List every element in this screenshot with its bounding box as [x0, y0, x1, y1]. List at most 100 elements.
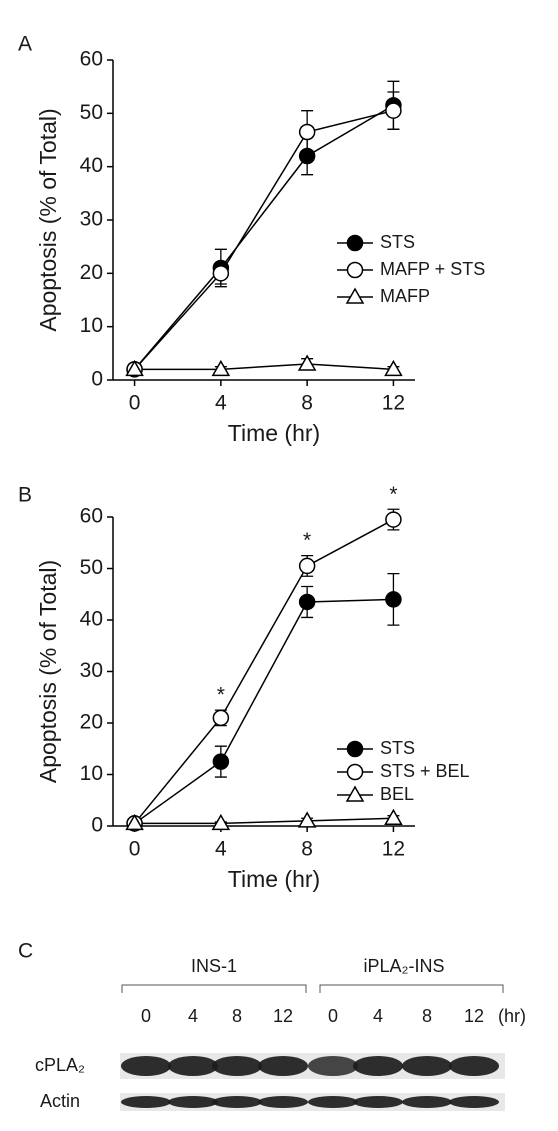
data-point	[211, 359, 231, 377]
data-point	[298, 557, 316, 575]
lane-label: 8	[232, 1006, 242, 1026]
data-point	[298, 593, 316, 611]
band	[258, 1096, 308, 1108]
band	[308, 1056, 358, 1076]
legend-marker	[346, 261, 364, 279]
y-tick-label: 0	[91, 368, 103, 391]
data-point	[298, 147, 316, 165]
series-line	[134, 363, 394, 371]
data-point	[212, 709, 230, 727]
group-label: iPLA₂-INS	[363, 956, 444, 976]
legend-label: STS	[380, 738, 415, 758]
x-tick-label: 8	[301, 838, 313, 861]
legend-label: STS	[380, 232, 415, 252]
x-tick-label: 0	[129, 392, 141, 415]
series-line	[134, 598, 394, 825]
y-axis-title: Apoptosis (% of Total)	[35, 108, 61, 331]
y-tick-label: 40	[80, 608, 103, 631]
legend-label: MAFP	[380, 286, 430, 306]
panel-label: B	[18, 484, 32, 507]
series-line	[133, 104, 394, 370]
data-point	[384, 808, 403, 826]
series-line	[133, 518, 394, 824]
band	[168, 1096, 218, 1108]
y-tick-label: 30	[80, 208, 103, 231]
band	[121, 1056, 171, 1076]
panel-label: A	[18, 33, 32, 56]
band	[121, 1096, 171, 1108]
y-tick-label: 50	[80, 556, 103, 579]
data-point	[212, 265, 230, 282]
series-line	[134, 817, 394, 825]
band	[402, 1056, 452, 1076]
band	[212, 1096, 262, 1108]
legend-marker	[346, 234, 364, 252]
series-line	[134, 109, 394, 370]
band	[353, 1056, 403, 1076]
x-tick-label: 4	[215, 392, 227, 415]
band	[449, 1096, 499, 1108]
annotation: *	[303, 529, 311, 552]
y-tick-label: 60	[80, 505, 103, 528]
chart: B 0 10 20 30 40 50 60 0 4 8 12 Time (hr) Apoptosis (%…	[18, 483, 470, 892]
x-tick-label: 0	[129, 838, 141, 861]
legend-label: STS + BEL	[380, 761, 470, 781]
lane-label: 12	[464, 1006, 484, 1026]
band	[212, 1056, 262, 1076]
panel-label: C	[18, 940, 33, 963]
y-tick-label: 20	[80, 261, 103, 284]
band	[353, 1096, 403, 1108]
x-tick-label: 8	[301, 392, 313, 415]
x-tick-label: 12	[382, 838, 405, 861]
y-tick-label: 10	[80, 314, 103, 337]
band	[449, 1056, 499, 1076]
x-axis-title: Time (hr)	[228, 420, 320, 446]
y-tick-label: 50	[80, 101, 103, 124]
blot-panel: C INS-1 iPLA₂-INS (hr) cPLA₂ Actin 0 4 8 12…	[18, 940, 526, 1111]
row-label: cPLA₂	[35, 1055, 85, 1075]
legend-label: MAFP + STS	[380, 259, 485, 279]
band	[308, 1096, 358, 1108]
band	[258, 1056, 308, 1076]
group-label: INS-1	[191, 956, 237, 976]
legend-marker	[345, 785, 365, 802]
data-point	[385, 511, 402, 528]
group-bracket	[121, 984, 504, 993]
lane-label: 0	[141, 1006, 151, 1026]
data-point	[384, 359, 403, 377]
lane-label: 4	[188, 1006, 198, 1026]
row-label: Actin	[40, 1091, 80, 1111]
lane-label: 0	[328, 1006, 338, 1026]
legend-marker	[345, 287, 365, 304]
annotation: *	[217, 684, 225, 707]
y-axis-title: Apoptosis (% of Total)	[35, 560, 61, 783]
data-point	[297, 811, 317, 828]
y-tick-label: 40	[80, 154, 103, 177]
band	[168, 1056, 218, 1076]
y-tick-label: 10	[80, 762, 103, 785]
y-tick-label: 0	[91, 814, 103, 837]
legend-marker	[346, 740, 364, 758]
band	[402, 1096, 452, 1108]
annotation: *	[389, 483, 397, 506]
lane-label: 4	[373, 1006, 383, 1026]
data-point	[125, 359, 144, 377]
x-axis-title: Time (hr)	[228, 866, 320, 892]
data-point	[211, 813, 231, 831]
legend-marker	[346, 763, 364, 781]
data-point	[298, 123, 316, 141]
y-tick-label: 60	[80, 48, 103, 71]
x-tick-label: 4	[215, 838, 227, 861]
lane-label: 8	[422, 1006, 432, 1026]
x-tick-label: 12	[382, 392, 405, 415]
data-point	[385, 102, 402, 119]
unit-label: (hr)	[498, 1006, 526, 1026]
chart: A 0 10 20 30 40 50 60 0 4 8 12 Time (hr) Apoptosis (%…	[18, 33, 485, 447]
data-point	[385, 591, 402, 608]
data-point	[297, 354, 317, 371]
data-point	[125, 813, 144, 831]
y-tick-label: 30	[80, 659, 103, 682]
data-point	[212, 753, 230, 770]
lane-label: 12	[273, 1006, 293, 1026]
